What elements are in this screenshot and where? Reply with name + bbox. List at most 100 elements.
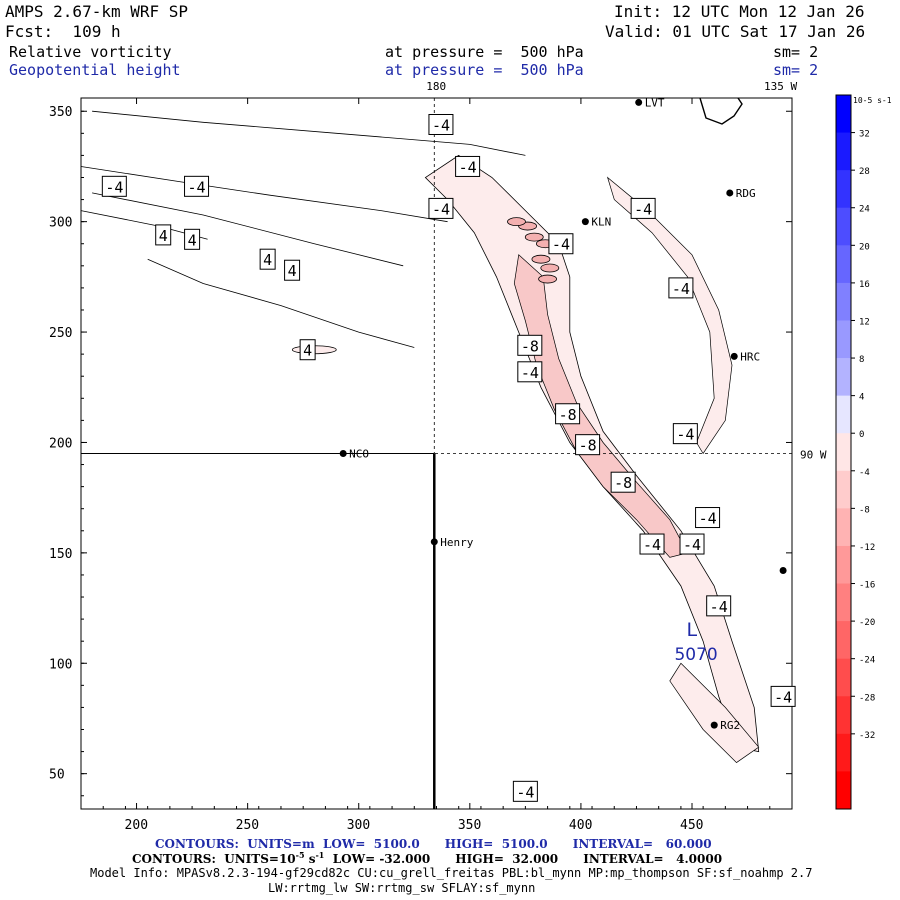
- forecast-hour: Fcst: 109 h: [5, 22, 121, 41]
- colorbar-cell: [836, 433, 851, 472]
- field2-name: Geopotential height: [9, 61, 181, 79]
- contour-label-box: [517, 361, 543, 383]
- vortex-blob: [538, 274, 557, 284]
- contour-label-box: [575, 434, 601, 456]
- x-tick-label: 350: [458, 818, 481, 833]
- contour-label: -4: [105, 178, 123, 196]
- colorbar-tick-label: 16: [859, 280, 870, 290]
- contour-label: -8: [579, 437, 597, 455]
- contour-label: -4: [188, 178, 206, 196]
- field1-level: at pressure = 500 hPa: [385, 43, 584, 61]
- contour-label-box: [555, 403, 581, 425]
- contour-label-box: [512, 780, 538, 802]
- contour-label: -4: [774, 688, 792, 706]
- y-tick-label: 350: [49, 105, 72, 120]
- colorbar-cell: [836, 621, 851, 660]
- contour-streak: [147, 258, 415, 348]
- colorbar-tick-label: 28: [859, 167, 870, 177]
- contour-label-box: [679, 533, 705, 555]
- vortex-blob: [524, 232, 544, 242]
- colorbar-tick-label: -24: [859, 656, 875, 666]
- contours-vorticity-exp: -5: [295, 850, 305, 860]
- field2-smoothing: sm= 2: [773, 61, 819, 79]
- contour-streak: [80, 166, 448, 223]
- vorticity-band-south: [669, 662, 760, 764]
- contours-vorticity-exp2: -1: [315, 850, 325, 860]
- colorbar-cell: [836, 733, 851, 772]
- colorbar-tick-label: 8: [859, 355, 864, 365]
- contour-label-box: [428, 197, 454, 219]
- contour-label: -4: [432, 116, 450, 134]
- contour-streak: [92, 110, 526, 156]
- colorbar-tick-label: -20: [859, 618, 875, 628]
- colorbar-cell: [836, 245, 851, 284]
- field1-name: Relative vorticity: [9, 43, 172, 61]
- station-marker: [581, 218, 589, 226]
- contour-label: 4: [303, 342, 312, 360]
- colorbar-tick-label: -8: [859, 505, 870, 515]
- vorticity-band-east: [606, 176, 733, 455]
- colorbar-tick-label: 24: [859, 205, 870, 215]
- model-info-2: LW:rrtmg_lw SW:rrtmg_sw SFLAY:sf_mynn: [268, 881, 536, 895]
- contour-label: 4: [288, 262, 297, 280]
- contour-label-box: [517, 334, 543, 356]
- x-tick-label: 300: [347, 818, 370, 833]
- colorbar-tick-label: -4: [859, 468, 870, 478]
- vortex-blob: [540, 263, 560, 273]
- station-marker: [779, 567, 787, 575]
- contour-label: -4: [643, 536, 661, 554]
- contour-label-box: [668, 277, 694, 299]
- low-center-value: 5070: [674, 645, 717, 665]
- contour-label: -4: [676, 426, 694, 444]
- meridian-label-right: 90 W: [800, 449, 827, 462]
- x-tick-label: 200: [125, 818, 148, 833]
- contour-label: -4: [683, 536, 701, 554]
- contour-label-box: [101, 175, 127, 197]
- y-tick-label: 150: [49, 547, 72, 562]
- contour-label: -8: [614, 474, 632, 492]
- y-tick-label: 250: [49, 326, 72, 341]
- contour-label: 4: [159, 227, 168, 245]
- contours-vorticity-b: s: [304, 852, 316, 866]
- contour-label-box: [259, 248, 276, 270]
- y-tick-label: 50: [49, 768, 65, 783]
- colorbar-tick-label: 20: [859, 242, 870, 252]
- colorbar-cell: [836, 358, 851, 397]
- colorbar-cell: [836, 583, 851, 622]
- x-tick-label: 250: [236, 818, 259, 833]
- contour-label: -4: [521, 364, 539, 382]
- colorbar-tick-label: -28: [859, 693, 875, 703]
- contours-height-line: CONTOURS: UNITS=m LOW= 5100.0 HIGH= 5100…: [155, 837, 712, 851]
- y-tick-label: 300: [49, 216, 72, 231]
- station-label: RG2: [720, 719, 740, 732]
- model-title: AMPS 2.67-km WRF SP: [5, 2, 189, 21]
- contour-label-box: [695, 507, 721, 529]
- x-tick-label: 450: [680, 818, 703, 833]
- colorbar-unit: 10-5 s-1: [853, 96, 892, 105]
- contour-label-box: [455, 155, 481, 177]
- vortex-blob: [507, 217, 526, 227]
- colorbar-cell: [836, 132, 851, 171]
- contour-label-box: [184, 175, 210, 197]
- station-marker: [635, 98, 643, 106]
- colorbar-cell: [836, 95, 851, 134]
- contour-label-box: [610, 471, 636, 493]
- station-label: KLN: [591, 216, 611, 229]
- colorbar-tick-label: -12: [859, 543, 875, 553]
- meridian-label-topright: 135 W: [764, 80, 797, 93]
- station-label: HRC: [740, 350, 760, 363]
- contour-label: 4: [263, 251, 272, 269]
- station-marker: [710, 721, 718, 729]
- y-tick-label: 100: [49, 657, 72, 672]
- colorbar-tick-label: -16: [859, 581, 875, 591]
- contour-label-box: [299, 339, 316, 361]
- colorbar-cell: [836, 395, 851, 434]
- colorbar-tick-label: 32: [859, 130, 870, 140]
- colorbar-cell: [836, 170, 851, 209]
- y-tick-label: 200: [49, 436, 72, 451]
- model-info: Model Info: MPASv8.2.3-194-gf29cd82c CU:…: [90, 866, 813, 880]
- colorbar-frame: [835, 94, 852, 810]
- contour-label: -4: [710, 598, 728, 616]
- contour-label-box: [548, 233, 574, 255]
